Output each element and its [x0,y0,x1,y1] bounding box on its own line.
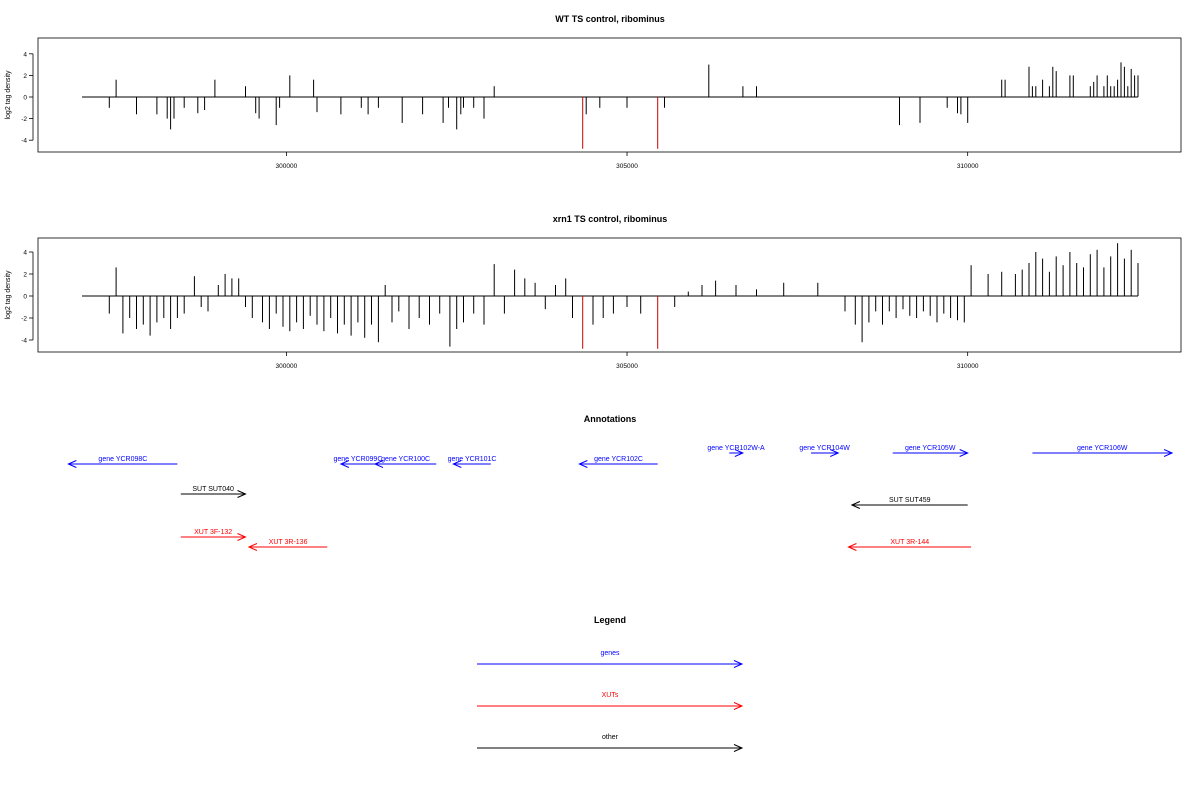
annotation-feature: gene YCR099C [333,456,382,468]
y-tick-label: 2 [23,272,27,279]
arrow-head [847,543,857,551]
arrow-head [247,543,258,551]
xrn1-track-axes: 4 2 0 -2 -4 300000 305000 310000 [21,250,979,371]
y-tick-label: 0 [23,95,27,102]
annotation-feature: SUT SUT040 [180,486,247,498]
legend-item: XUTs [477,692,744,710]
xrn1-track-panel: xrn1 TS control, ribominus log2 tag dens… [5,214,1182,371]
x-tick-label: 305000 [616,363,638,370]
y-tick-label: -4 [21,338,27,345]
wt-track-panel: WT TS control, ribominus log2 tag densit… [5,14,1182,170]
arrow-head [452,460,462,468]
annotation-feature: gene YCR101C [448,456,497,468]
x-tick-label: 305000 [616,163,638,170]
annotations-title: Annotations [584,414,637,424]
annotation-feature: XUT 3R-144 [847,539,972,551]
feature-label: SUT SUT459 [889,497,931,504]
feature-label: XUT 3F-132 [194,529,232,536]
arrow-head [237,533,247,541]
legend-arrow-head [733,660,744,668]
x-tick-label: 310000 [957,363,979,370]
arrow-head [373,460,384,468]
arrow-head [1163,449,1174,457]
feature-label: gene YCR104W [799,445,850,452]
xrn1-track-title: xrn1 TS control, ribominus [553,214,668,224]
y-tick-label: -2 [21,116,27,123]
wt-track-ylabel: log2 tag density [5,70,12,120]
legend-label: other [602,734,619,741]
x-tick-label: 310000 [957,163,979,170]
y-tick-label: -4 [21,138,27,145]
annotations-panel: Annotations gene YCR098C gene YCR099Cgene… [67,414,1174,551]
legend-label: genes [600,650,620,657]
annotation-feature: gene YCR104W [799,445,850,457]
annotation-feature: gene YCR098C [67,456,178,468]
y-tick-label: 4 [23,250,27,257]
legend-item: genes [477,650,744,668]
arrow-head [830,449,840,457]
annotation-feature: SUT SUT459 [850,497,968,509]
xrn1-track-marks [82,243,1139,349]
annotation-feature: gene YCR102W-A [707,445,765,457]
feature-label: gene YCR098C [98,456,147,463]
feature-label: gene YCR106W [1077,445,1128,452]
y-tick-label: 2 [23,73,27,80]
legend-items: genes XUTs other [477,650,744,752]
legend-arrow-head [733,744,744,752]
arrow-head [734,449,745,457]
feature-label: gene YCR099C [333,456,382,463]
annotation-feature: XUT 3F-132 [180,529,247,541]
arrow-head [850,501,861,509]
feature-label: SUT SUT040 [192,486,234,493]
y-tick-label: -2 [21,316,27,323]
annotation-feature: gene YCR102C [578,456,658,468]
x-tick-label: 300000 [276,163,298,170]
feature-label: XUT 3R-136 [269,539,308,546]
annotation-feature: gene YCR105W [892,445,969,457]
y-tick-label: 4 [23,51,27,58]
annotation-feature: gene YCR100C [373,456,437,468]
xrn1-track-ylabel: log2 tag density [5,270,12,320]
arrow-head [578,460,588,468]
arrow-head [67,460,77,468]
arrow-head [339,460,350,468]
feature-label: XUT 3R-144 [890,539,929,546]
wt-track-title: WT TS control, ribominus [555,14,665,24]
legend-arrow-head [733,702,744,710]
feature-label: gene YCR102W-A [707,445,765,452]
wt-track-frame [37,37,1182,153]
wt-track-marks [82,62,1139,149]
arrow-head [237,490,247,498]
arrow-head [959,449,969,457]
x-tick-label: 300000 [276,363,298,370]
xrn1-track-frame [37,237,1182,353]
legend-label: XUTs [602,692,619,699]
legend-panel: Legend genes XUTs other [477,615,744,752]
annotation-feature: XUT 3R-136 [247,539,328,551]
annotation-feature: gene YCR106W [1032,445,1174,457]
y-tick-label: 0 [23,294,27,301]
feature-label: gene YCR105W [905,445,956,452]
legend-title: Legend [594,615,626,625]
feature-label: gene YCR100C [381,456,430,463]
legend-item: other [477,734,744,752]
wt-track-axes: 4 2 0 -2 -4 300000 305000 310000 [21,51,979,170]
feature-label: gene YCR102C [594,456,643,463]
feature-label: gene YCR101C [448,456,497,463]
